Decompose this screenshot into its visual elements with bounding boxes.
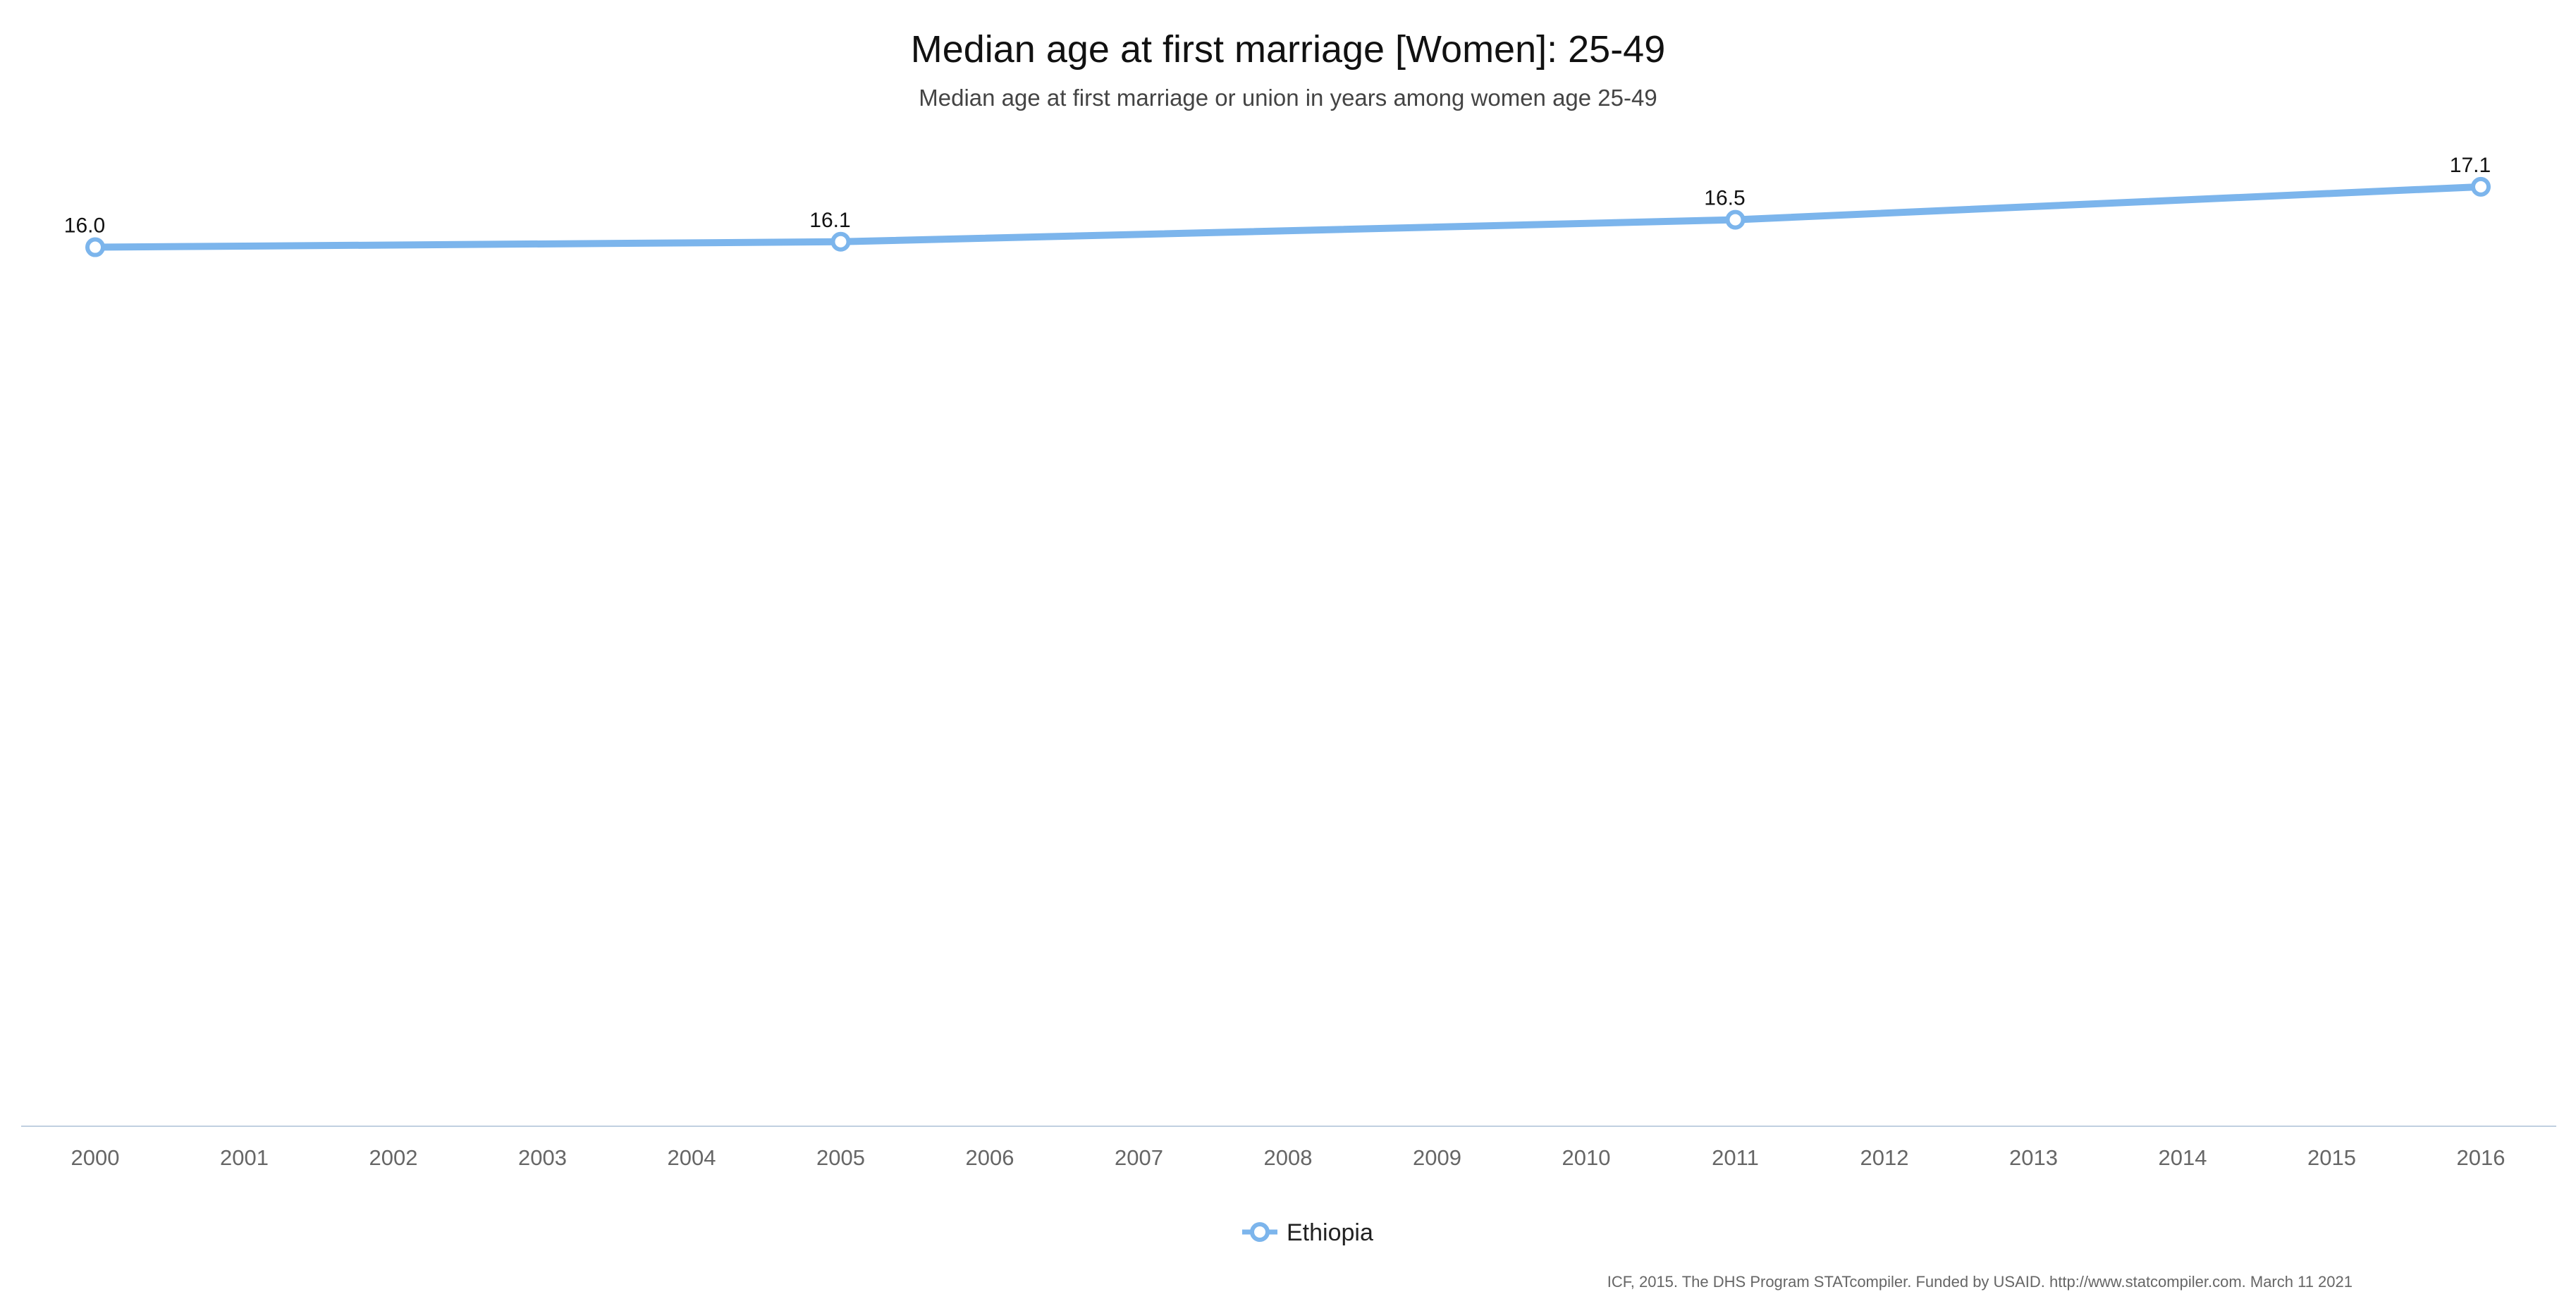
x-tick-label: 2004	[668, 1145, 716, 1170]
x-tick-label: 2008	[1264, 1145, 1313, 1170]
legend[interactable]: Ethiopia	[1242, 1219, 1373, 1246]
x-tick-label: 2000	[71, 1145, 120, 1170]
x-tick-label: 2006	[966, 1145, 1014, 1170]
x-tick-label: 2005	[816, 1145, 865, 1170]
x-axis-ticks: 2000 2001 2002 2003 2004 2005 2006 2007 2008 2009…	[71, 1145, 2506, 1170]
legend-item-ethiopia[interactable]: Ethiopia	[1287, 1219, 1373, 1246]
x-tick-label: 2012	[1860, 1145, 1909, 1170]
x-tick-label: 2015	[2307, 1145, 2356, 1170]
chart-subtitle: Median age at first marriage or union in…	[919, 85, 1657, 111]
x-tick-label: 2002	[369, 1145, 418, 1170]
x-tick-label: 2001	[220, 1145, 269, 1170]
data-point[interactable]	[2471, 176, 2491, 197]
series-group: 16.0 16.1 16.5 17.1	[64, 154, 2491, 257]
data-label: 17.1	[2450, 154, 2491, 177]
chart-title: Median age at first marriage [Women]: 25…	[911, 28, 1666, 71]
x-tick-label: 2014	[2159, 1145, 2207, 1170]
x-tick-label: 2010	[1562, 1145, 1611, 1170]
data-label: 16.0	[64, 214, 105, 238]
data-point[interactable]	[830, 231, 851, 252]
x-tick-label: 2013	[2009, 1145, 2058, 1170]
data-point[interactable]	[1725, 209, 1746, 230]
x-tick-label: 2003	[518, 1145, 567, 1170]
data-label: 16.1	[809, 209, 850, 232]
legend-symbol-marker	[1250, 1222, 1270, 1242]
x-tick-label: 2007	[1115, 1145, 1163, 1170]
series-line-ethiopia[interactable]	[92, 183, 2484, 251]
x-tick-label: 2016	[2457, 1145, 2506, 1170]
x-tick-label: 2011	[1712, 1145, 1759, 1170]
data-point[interactable]	[85, 237, 105, 257]
data-label: 16.5	[1704, 187, 1745, 210]
x-tick-label: 2009	[1413, 1145, 1461, 1170]
credits[interactable]: ICF, 2015. The DHS Program STATcompiler.…	[1607, 1273, 2353, 1291]
